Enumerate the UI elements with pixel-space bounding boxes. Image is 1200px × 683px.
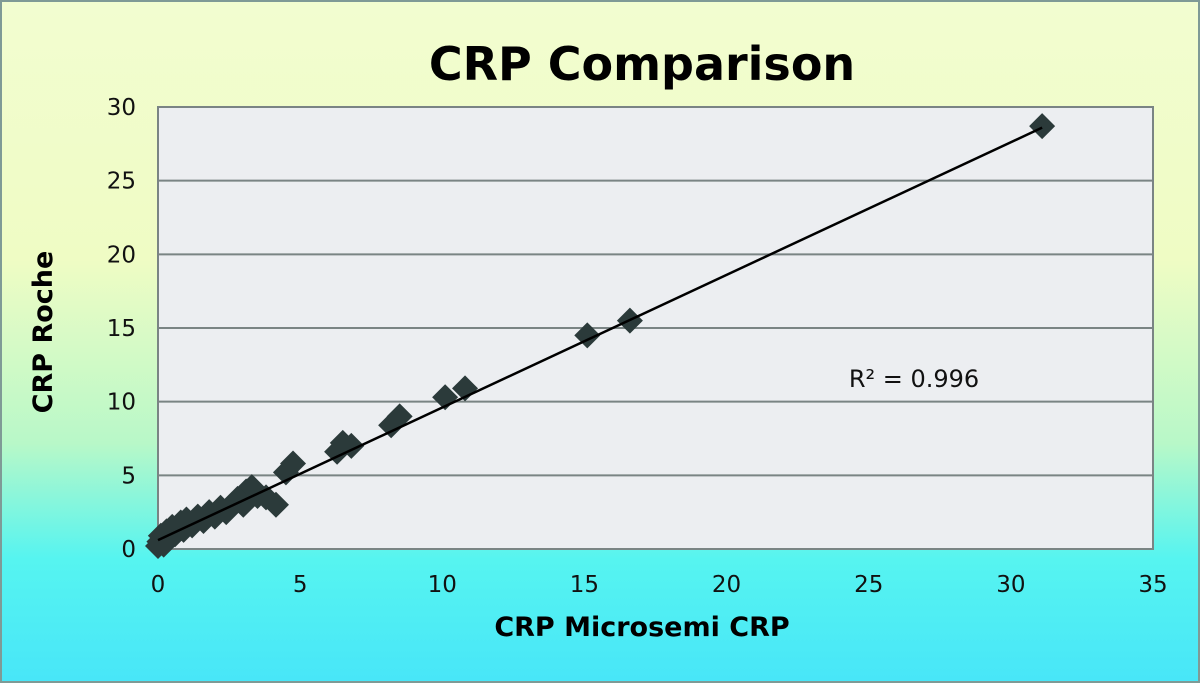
y-tick-label: 5: [121, 463, 136, 489]
x-tick-label: 5: [293, 572, 308, 598]
y-axis-ticks: 0 5 10 15 20 25 30: [107, 95, 136, 563]
x-tick-label: 25: [854, 572, 883, 598]
y-tick-label: 25: [107, 169, 136, 195]
x-tick-label: 10: [428, 572, 457, 598]
diamond-marker: [386, 403, 413, 430]
y-tick-label: 20: [107, 242, 136, 268]
chart-title: CRP Comparison: [429, 37, 855, 91]
y-axis-title: CRP Roche: [28, 251, 59, 414]
y-tick-label: 0: [121, 537, 136, 563]
diamond-marker: [262, 491, 289, 518]
diamond-marker: [238, 474, 265, 501]
r-squared-annotation: R² = 0.996: [849, 365, 979, 393]
x-tick-label: 15: [570, 572, 599, 598]
grid-lines: [158, 179, 1153, 477]
data-points: [145, 113, 1056, 560]
y-tick-label: 15: [107, 316, 136, 342]
x-axis-title: CRP Microsemi CRP: [494, 612, 789, 643]
y-tick-label: 10: [107, 390, 136, 416]
x-tick-label: 35: [1138, 572, 1167, 598]
trendline: [157, 126, 1043, 542]
x-tick-label: 20: [712, 572, 741, 598]
y-tick-label: 30: [107, 95, 136, 121]
x-tick-label: 0: [151, 572, 166, 598]
x-axis-ticks: 0 5 10 15 20 25 30 35: [151, 572, 1168, 598]
x-tick-label: 30: [996, 572, 1025, 598]
diamond-marker: [280, 450, 307, 477]
diamond-marker: [1029, 113, 1056, 140]
